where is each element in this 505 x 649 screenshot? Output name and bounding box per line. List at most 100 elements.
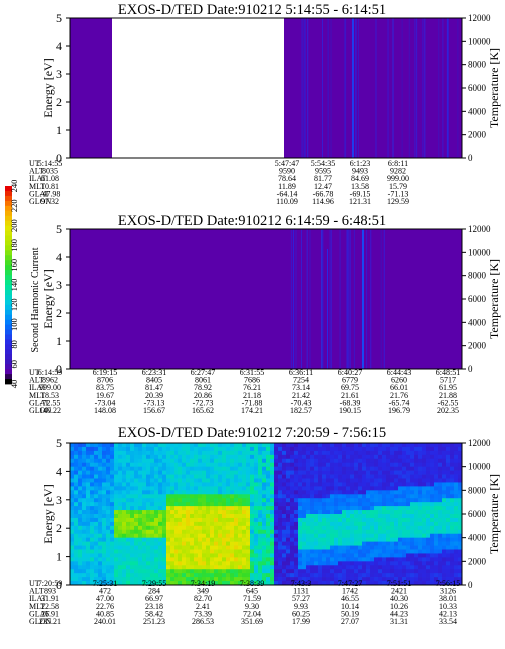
spectrogram-cell xyxy=(138,450,143,456)
spectrogram-cell xyxy=(202,553,207,558)
spectrogram-cell xyxy=(98,565,103,570)
spectrogram-cell xyxy=(234,557,239,562)
spectrogram-cell xyxy=(190,502,195,507)
spectrogram-cell xyxy=(346,470,351,475)
spectrogram-cell xyxy=(330,474,335,479)
spectrogram-cell xyxy=(414,482,419,487)
spectrogram-cell xyxy=(230,581,235,586)
spectrogram-cell xyxy=(158,458,163,464)
spectrogram-cell xyxy=(418,549,423,554)
spectrogram-cell xyxy=(338,486,343,491)
spectrogram-cell xyxy=(222,486,227,491)
spectrogram-cell xyxy=(134,443,139,448)
spectrogram-cell xyxy=(134,521,139,527)
spectrogram-cell xyxy=(430,470,435,475)
spectrogram-cell xyxy=(294,443,299,448)
spectrogram-cell xyxy=(258,557,263,562)
spectrogram-cell xyxy=(170,502,175,507)
colorbar-tick-label: 120 xyxy=(9,298,19,311)
spectrogram-cell xyxy=(398,529,403,535)
spectrogram-cell xyxy=(386,573,391,578)
spectrogram-cell xyxy=(118,470,123,475)
spectrogram-cell xyxy=(306,506,311,511)
spectrogram-cell xyxy=(366,450,371,456)
spectrogram-cell xyxy=(86,454,91,460)
spectrogram-cell xyxy=(254,553,259,558)
spectrogram-cell xyxy=(90,490,95,495)
spectrogram-cell xyxy=(194,514,199,519)
spectrogram-cell xyxy=(190,514,195,519)
spectrogram-cell xyxy=(186,450,191,456)
spectrogram-cell xyxy=(94,533,99,538)
colorbar xyxy=(5,186,12,385)
spectrogram-cell xyxy=(354,466,359,471)
spectrogram-cell xyxy=(98,454,103,460)
spectrogram-cell xyxy=(254,490,259,495)
colorbar-swatch xyxy=(5,245,12,251)
spectrogram-cell xyxy=(242,486,247,491)
spectrogram-cell xyxy=(142,553,147,558)
spectrogram-cell xyxy=(398,537,403,542)
spectrogram-cell xyxy=(150,474,155,479)
spectrogram-cell xyxy=(334,573,339,578)
spectrogram-cell xyxy=(154,470,159,475)
spectrogram-cell xyxy=(302,561,307,566)
spectrogram-cell xyxy=(386,565,391,570)
spectrogram-cell xyxy=(378,577,383,582)
spectrogram-cell xyxy=(302,525,307,531)
spectrogram-cell xyxy=(254,545,259,550)
spectrogram-cell xyxy=(450,577,455,582)
spectrogram-cell xyxy=(142,486,147,491)
spectrogram-cell xyxy=(206,525,211,531)
spectrogram-cell xyxy=(130,466,135,471)
spectrogram-cell xyxy=(378,443,383,448)
spectrogram-cell xyxy=(314,443,319,448)
table-cell: 78.64 xyxy=(278,174,296,183)
y-tick-label: 5 xyxy=(56,222,62,236)
spectrogram-cell xyxy=(298,510,303,515)
spectrogram-cell xyxy=(386,494,391,499)
table-cell: 2.41 xyxy=(196,602,210,611)
spectrogram-cell xyxy=(162,474,167,479)
spectrogram-cell xyxy=(94,545,99,550)
spectrogram-cell xyxy=(358,470,363,475)
spectrogram-cell xyxy=(266,573,271,578)
spectrogram-cell xyxy=(102,502,107,507)
spectrogram-cell xyxy=(254,533,259,538)
spectrogram-cell xyxy=(262,470,267,475)
spectrogram-cell xyxy=(158,521,163,527)
spectrogram-cell xyxy=(450,581,455,586)
spectrogram-cell xyxy=(346,494,351,499)
spectrogram-cell xyxy=(154,443,159,448)
spectrogram-cell xyxy=(294,474,299,479)
spectrogram-cell xyxy=(218,525,223,531)
colorbar-swatch xyxy=(5,374,12,380)
spectrogram-cell xyxy=(102,529,107,535)
spectrogram-cell xyxy=(386,498,391,503)
spectrogram-cell xyxy=(282,517,287,523)
spectrogram-cell xyxy=(90,506,95,511)
spectrogram-cell xyxy=(186,573,191,578)
spectrogram-cell xyxy=(286,478,291,483)
table-cell: 83.75 xyxy=(96,383,114,392)
spectrogram-cell xyxy=(258,541,263,546)
spectrogram-cell xyxy=(298,549,303,554)
spectrogram-cell xyxy=(406,454,411,460)
spectrogram-cell xyxy=(458,506,463,511)
spectrogram-cell xyxy=(122,466,127,471)
spectrogram-cell xyxy=(434,521,439,527)
spectrogram-cell xyxy=(354,561,359,566)
spectrogram-cell xyxy=(430,490,435,495)
spectrogram-cell xyxy=(110,537,115,542)
spectrogram-cell xyxy=(122,450,127,456)
spectrogram-cell xyxy=(270,581,275,586)
spectrogram-cell xyxy=(218,553,223,558)
spectrogram-cell xyxy=(162,450,167,456)
spectrogram-cell xyxy=(122,470,127,475)
spectrogram-cell xyxy=(86,478,91,483)
spectrogram-cell xyxy=(130,498,135,503)
spectrogram-cell xyxy=(394,521,399,527)
spectrogram-cell xyxy=(426,541,431,546)
spectrogram-cell xyxy=(314,486,319,491)
spectrogram-cell xyxy=(182,502,187,507)
